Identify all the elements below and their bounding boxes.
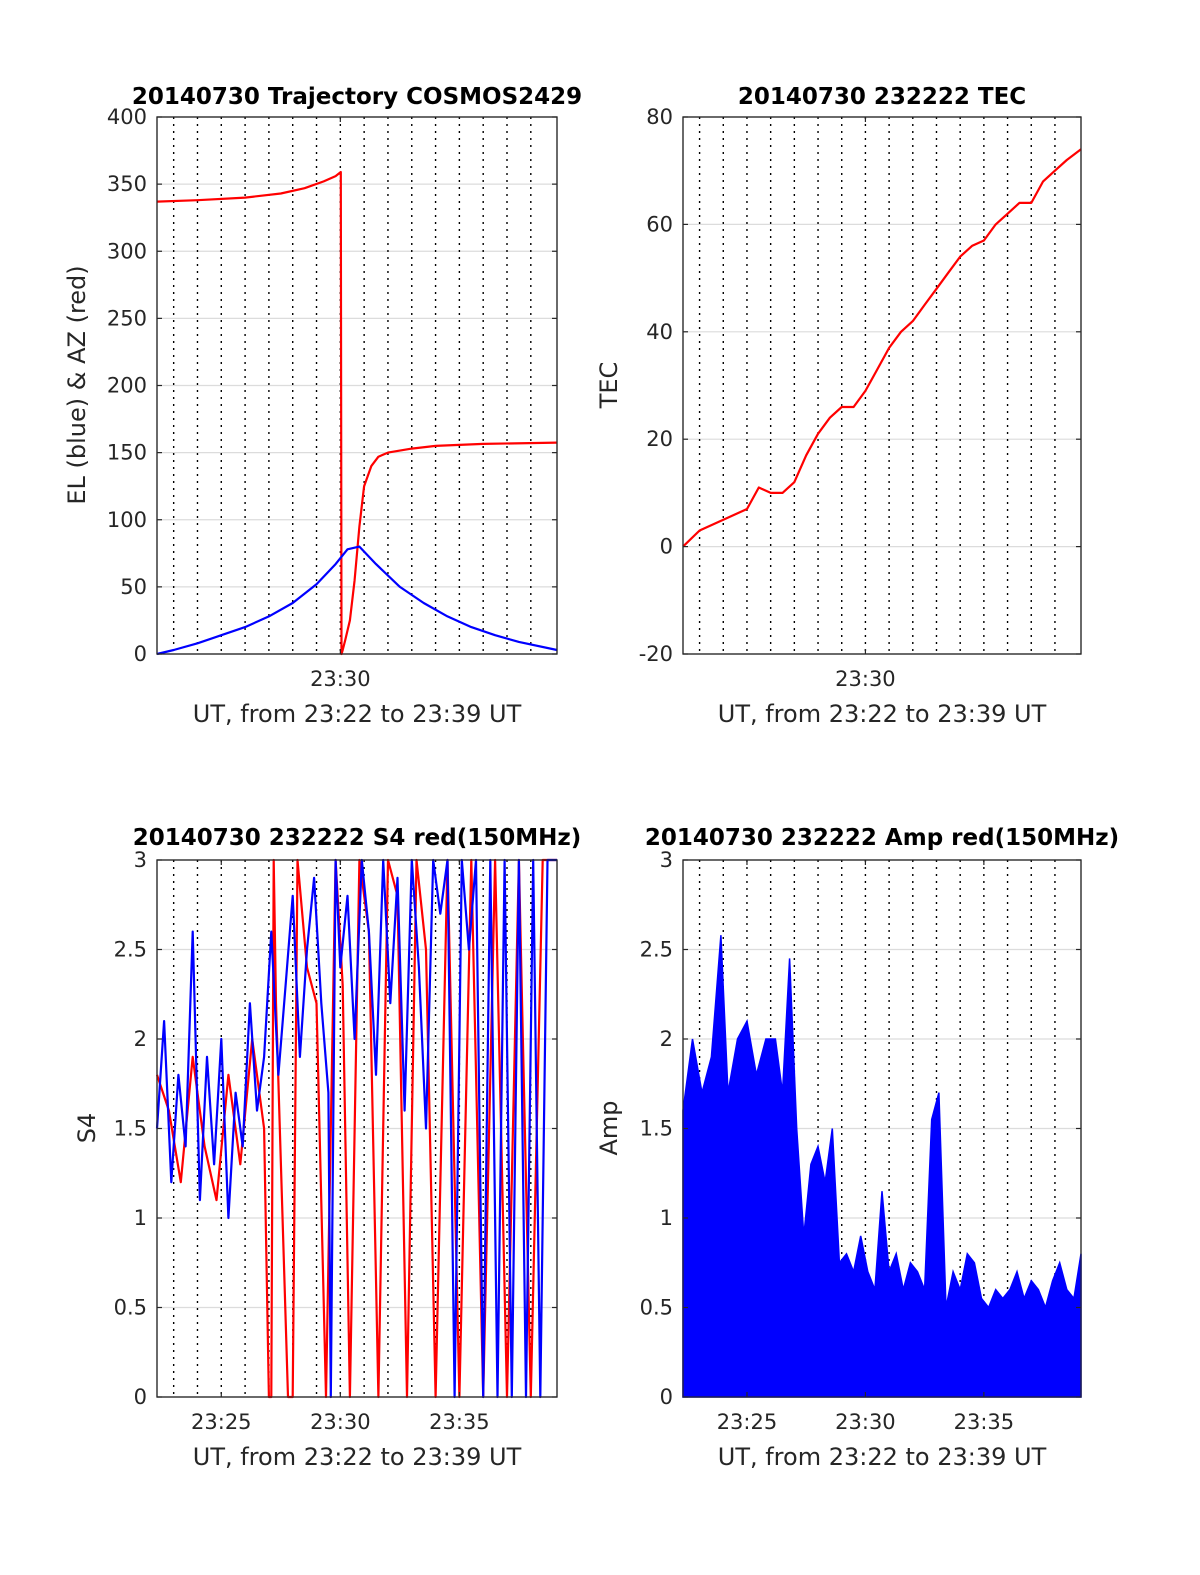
y-tick-label: 200 — [107, 374, 147, 398]
chart-title: 20140730 232222 Amp red(150MHz) — [645, 825, 1119, 851]
y-tick-label: 1 — [134, 1206, 147, 1230]
y-axis-label: TEC — [595, 362, 623, 410]
chart-title: 20140730 Trajectory COSMOS2429 — [132, 84, 582, 110]
y-tick-label: 100 — [107, 508, 147, 532]
y-tick-label: 1.5 — [114, 1117, 147, 1141]
y-tick-label: 0 — [134, 1385, 147, 1409]
series-area — [682, 935, 1082, 1398]
y-tick-label: 20 — [646, 427, 673, 451]
y-tick-label: 1.5 — [640, 1117, 673, 1141]
y-tick-label: 400 — [107, 105, 147, 129]
y-tick-label: 0 — [660, 1385, 673, 1409]
y-tick-label: 2.5 — [640, 938, 673, 962]
y-tick-label: 0.5 — [114, 1296, 147, 1320]
y-tick-label: 0 — [660, 535, 673, 559]
panel-s4: 0 0.5 1 1.5 2 2.5 3 23:25 23:30 23:35 20140730 23… — [73, 825, 581, 1471]
x-tick-label: 23:30 — [835, 667, 896, 691]
y-tick-label: 0.5 — [640, 1296, 673, 1320]
y-tick-label: 3 — [134, 848, 147, 872]
x-tick-label: 23:35 — [954, 1410, 1015, 1434]
y-tick-label: 2 — [134, 1027, 147, 1051]
x-tick-label: 23:30 — [835, 1410, 896, 1434]
y-axis-label: EL (blue) & AZ (red) — [63, 265, 91, 504]
y-tick-label: -20 — [639, 642, 673, 666]
series-line — [156, 170, 558, 656]
chart-title: 20140730 232222 S4 red(150MHz) — [133, 825, 582, 851]
series-line — [156, 545, 558, 656]
x-axis-label: UT, from 23:22 to 23:39 UT — [718, 700, 1047, 728]
series-line — [155, 858, 557, 1399]
y-tick-label: 300 — [107, 239, 147, 263]
panel-trajectory: 0 50 100 150 200 250 300 350 400 23:30 20140730 T… — [63, 84, 582, 728]
x-axis-label: UT, from 23:22 to 23:39 UT — [193, 700, 522, 728]
y-tick-label: 0 — [134, 642, 147, 666]
y-axis-label: Amp — [595, 1100, 623, 1155]
y-tick-label: 3 — [660, 848, 673, 872]
y-axis-label: S4 — [73, 1113, 101, 1144]
x-tick-label: 23:35 — [429, 1410, 490, 1434]
y-tick-label: 2 — [660, 1027, 673, 1051]
y-tick-label: 350 — [107, 172, 147, 196]
plot-area — [682, 116, 1082, 655]
panel-amp: 0 0.5 1 1.5 2 2.5 3 23:25 23:30 23:35 20140730 23… — [595, 825, 1119, 1471]
panel-tec: -20 0 20 40 60 80 23:30 20140730 232222 TEC UT… — [595, 84, 1082, 728]
y-tick-label: 2.5 — [114, 938, 147, 962]
x-tick-label: 23:25 — [717, 1410, 778, 1434]
y-tick-label: 150 — [107, 441, 147, 465]
x-tick-label: 23:25 — [191, 1410, 252, 1434]
x-tick-label: 23:30 — [310, 667, 371, 691]
x-tick-label: 23:30 — [310, 1410, 371, 1434]
y-tick-label: 60 — [646, 212, 673, 236]
x-axis-label: UT, from 23:22 to 23:39 UT — [193, 1443, 522, 1471]
y-tick-label: 40 — [646, 320, 673, 344]
y-tick-label: 250 — [107, 306, 147, 330]
y-tick-label: 80 — [646, 105, 673, 129]
chart-title: 20140730 232222 TEC — [738, 84, 1026, 110]
y-tick-label: 50 — [120, 575, 147, 599]
y-tick-label: 1 — [660, 1206, 673, 1230]
x-axis-label: UT, from 23:22 to 23:39 UT — [718, 1443, 1047, 1471]
series-line — [682, 148, 1082, 548]
